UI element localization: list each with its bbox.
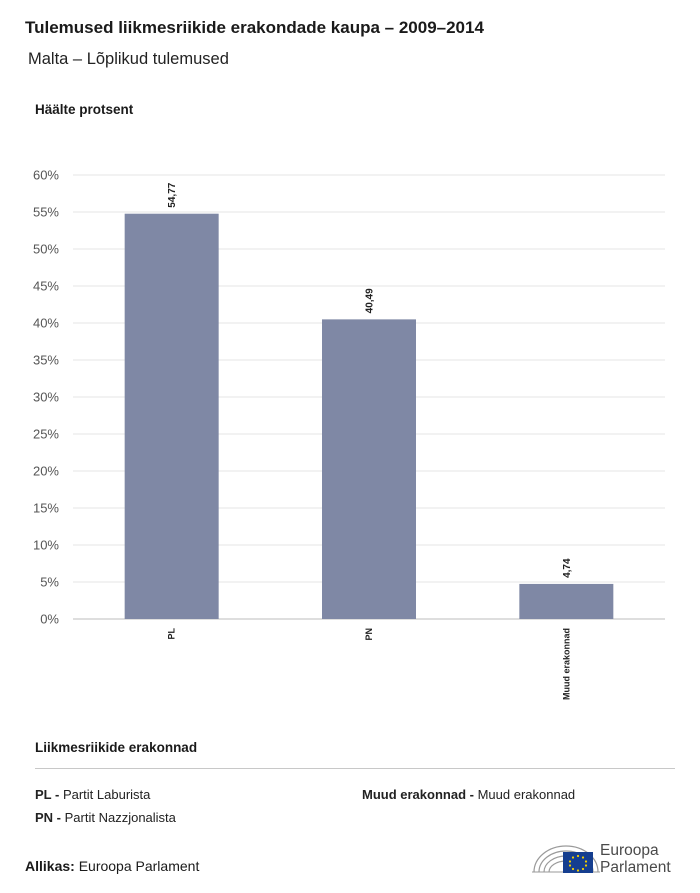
x-tick-label: PL	[167, 628, 177, 640]
legend-item-pn: PN - Partit Nazzjonalista	[35, 810, 176, 825]
y-tick-label: 35%	[33, 353, 59, 368]
y-tick-label: 50%	[33, 242, 59, 257]
x-tick-label: PN	[364, 628, 374, 641]
legend-divider	[35, 768, 675, 769]
source-label: Allikas:	[25, 858, 75, 874]
bar	[519, 583, 614, 619]
data-label: 40,49	[365, 288, 376, 313]
legend-name-pl: Partit Laburista	[62, 787, 151, 802]
bar	[124, 213, 219, 619]
legend-abbr-muud: Muud erakonnad -	[362, 787, 474, 802]
y-tick-label: 20%	[33, 464, 59, 479]
legend-item-pl: PL - Partit Laburista	[35, 787, 150, 802]
legend-name-pn: Partit Nazzjonalista	[64, 810, 176, 825]
data-label: 54,77	[167, 182, 178, 207]
chart-subtitle: Malta – Lõplikud tulemused	[28, 50, 229, 68]
y-tick-label: 10%	[33, 538, 59, 553]
y-tick-label: 60%	[33, 168, 59, 183]
legend-abbr-pl: PL -	[35, 787, 60, 802]
y-tick-label: 15%	[33, 501, 59, 516]
y-tick-label: 45%	[33, 279, 59, 294]
y-tick-label: 40%	[33, 316, 59, 331]
bar-chart: 0% 5% 10% 15% 20% 25% 30% 35% 40% 45% 50% 55% 60% 54,…	[33, 168, 665, 700]
y-tick-label: 0%	[40, 612, 59, 627]
bar	[322, 319, 416, 619]
legend-name-muud: Muud erakonnad	[477, 787, 576, 802]
y-axis-title: Häälte protsent	[35, 102, 134, 117]
y-tick-label: 5%	[40, 575, 59, 590]
legend-item-muud: Muud erakonnad - Muud erakonnad	[362, 787, 575, 802]
legend-title: Liikmesriikide erakonnad	[35, 740, 198, 755]
chart-title: Tulemused liikmesriikide erakondade kaup…	[25, 18, 484, 37]
legend-abbr-pn: PN -	[35, 810, 61, 825]
source-value: Euroopa Parlament	[78, 858, 200, 874]
y-tick-label: 30%	[33, 390, 59, 405]
data-label: 4,74	[562, 558, 573, 578]
y-tick-label: 55%	[33, 205, 59, 220]
source-note: Allikas: Euroopa Parlament	[25, 858, 199, 874]
logo-line-1: Euroopa	[600, 842, 659, 859]
logo-wordmark: Euroopa Parlament	[600, 842, 671, 876]
y-tick-label: 25%	[33, 427, 59, 442]
european-parliament-logo-icon	[532, 845, 600, 873]
x-tick-label: Muud erakonnad	[561, 628, 571, 700]
logo-line-2: Parlament	[600, 859, 671, 876]
